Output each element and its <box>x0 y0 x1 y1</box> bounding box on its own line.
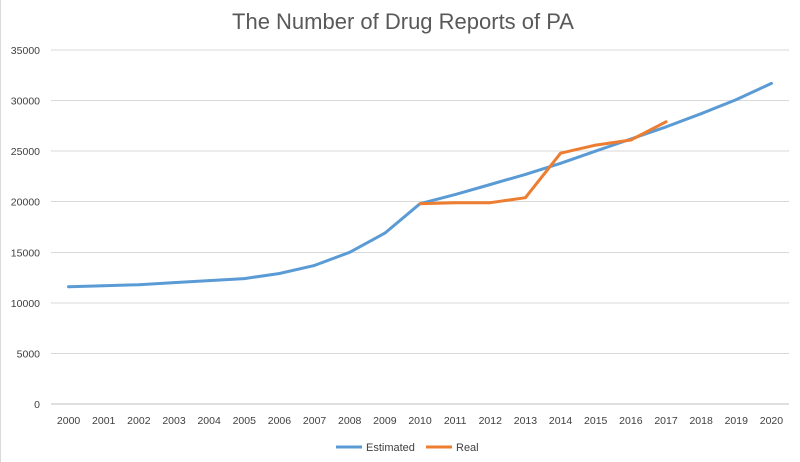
data-point-real <box>488 201 492 205</box>
x-tick-label: 2000 <box>57 415 81 427</box>
y-tick-label: 30000 <box>11 96 40 108</box>
x-tick-label: 2011 <box>444 415 467 427</box>
x-tick-label: 2016 <box>619 415 643 427</box>
y-tick-label: 10000 <box>11 298 40 310</box>
data-point-real <box>524 196 527 200</box>
gridlines <box>51 49 789 405</box>
left-edge-divider <box>0 0 1 462</box>
chart-title: The Number of Drug Reports of PA <box>232 9 574 34</box>
x-tick-label: 2006 <box>268 415 292 427</box>
data-point-estimated <box>488 183 492 186</box>
data-point-estimated <box>313 264 316 267</box>
y-axis-ticks: 0 5000 10000 15000 20000 25000 30000 35000 <box>11 45 40 411</box>
data-point-real <box>664 120 668 124</box>
x-tick-label: 2001 <box>92 415 116 427</box>
data-point-real <box>559 151 562 155</box>
data-point-estimated <box>453 193 457 197</box>
x-tick-label: 2015 <box>584 415 608 427</box>
x-tick-label: 2004 <box>197 415 221 427</box>
data-point-estimated <box>664 125 668 129</box>
legend-label-real: Real <box>456 442 479 454</box>
x-tick-label: 2014 <box>549 415 573 427</box>
series-lines <box>67 81 773 289</box>
y-tick-label: 20000 <box>11 197 40 209</box>
data-point-estimated <box>348 250 352 254</box>
data-point-real <box>594 143 598 147</box>
x-tick-label: 2013 <box>514 415 538 427</box>
x-tick-label: 2018 <box>689 415 713 427</box>
x-tick-label: 2007 <box>303 415 327 427</box>
data-point-estimated <box>102 284 106 288</box>
series-line-real <box>418 120 668 206</box>
data-point-estimated <box>242 277 246 280</box>
data-point-estimated <box>207 279 211 283</box>
y-tick-label: 15000 <box>11 247 40 259</box>
x-tick-label: 2003 <box>162 415 186 427</box>
x-tick-label: 2005 <box>233 415 257 427</box>
data-point-estimated <box>383 231 387 235</box>
y-tick-label: 25000 <box>11 146 40 158</box>
data-point-estimated <box>770 81 773 85</box>
series-line-estimated <box>67 81 773 289</box>
y-tick-label: 5000 <box>17 348 41 360</box>
data-point-estimated <box>67 285 70 289</box>
x-tick-label: 2020 <box>760 415 784 427</box>
x-tick-label: 2010 <box>408 415 432 427</box>
data-point-real <box>629 138 633 142</box>
legend: Estimated Real <box>336 442 479 454</box>
data-point-estimated <box>524 173 527 176</box>
data-point-estimated <box>734 98 738 101</box>
data-point-real <box>453 201 457 205</box>
x-tick-label: 2002 <box>127 415 151 427</box>
data-point-estimated <box>699 112 703 116</box>
x-tick-label: 2019 <box>725 415 749 427</box>
data-point-estimated <box>172 281 176 285</box>
x-tick-label: 2012 <box>479 415 503 427</box>
data-point-real <box>418 202 422 206</box>
x-tick-label: 2009 <box>373 415 397 427</box>
x-tick-label: 2017 <box>654 415 678 427</box>
legend-label-estimated: Estimated <box>366 442 415 454</box>
x-axis-ticks: 2000 2001 2002 2003 2004 2005 2006 2007 2008 2009… <box>57 415 783 427</box>
x-tick-label: 2008 <box>338 415 362 427</box>
data-point-estimated <box>137 283 141 287</box>
y-tick-label: 35000 <box>11 45 40 57</box>
y-tick-label: 0 <box>34 399 40 411</box>
data-point-estimated <box>594 149 598 153</box>
data-point-estimated <box>278 272 281 275</box>
data-point-estimated <box>559 161 562 165</box>
